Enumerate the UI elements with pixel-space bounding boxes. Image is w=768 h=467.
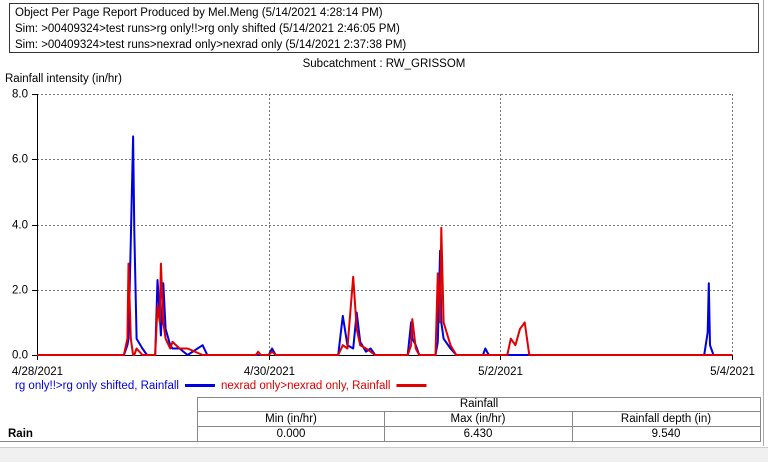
x-tick-label: 4/30/2021 (244, 366, 295, 378)
legend: rg only!!>rg only shifted, Rainfall nexra… (15, 380, 427, 392)
y-axis-label: Rainfall intensity (in/hr) (5, 73, 122, 85)
summary-table (0, 397, 761, 442)
header-box (9, 3, 759, 53)
table-border (197, 397, 761, 442)
header-line: Sim: >00409324>test runs>nexrad only>nex… (15, 39, 406, 51)
x-tick-label: 5/2/2021 (478, 366, 523, 378)
table-column-header: Rainfall depth (in) (621, 413, 711, 425)
y-tick-label: 4.0 (12, 220, 28, 232)
table-cell: 0.000 (277, 428, 306, 440)
y-tick-label: 8.0 (12, 89, 28, 101)
series-line (37, 226, 732, 356)
table-group-header: Rainfall (460, 398, 498, 410)
table-cell: 9.540 (652, 428, 681, 440)
series-line (37, 135, 732, 356)
table-cell: 6.430 (464, 428, 493, 440)
x-tick-label: 4/28/2021 (12, 366, 63, 378)
header-line: Sim: >00409324>test runs>rg only!!>rg on… (15, 23, 400, 35)
x-tick-label: 5/4/2021 (710, 366, 755, 378)
y-tick-label: 0.0 (12, 350, 28, 362)
table-column-header: Min (in/hr) (265, 413, 317, 425)
plot: 0.0 2.0 4.0 6.0 8.0 4/28/2021 4/30/2021 5/2/202… (12, 89, 755, 379)
scrollbar (0, 447, 768, 462)
y-tick-label: 6.0 (12, 154, 28, 166)
y-tick-label: 2.0 (12, 285, 28, 297)
legend-label: nexrad only>nexrad only, Rainfall (221, 380, 391, 392)
chart-title: Subcatchment : RW_GRISSOM (303, 58, 466, 70)
legend-label: rg only!!>rg only shifted, Rainfall (15, 380, 179, 392)
header-line: Object Per Page Report Produced by Mel.M… (15, 7, 383, 19)
table-column-header: Max (in/hr) (451, 413, 506, 425)
table-row-label: Rain (8, 428, 33, 440)
